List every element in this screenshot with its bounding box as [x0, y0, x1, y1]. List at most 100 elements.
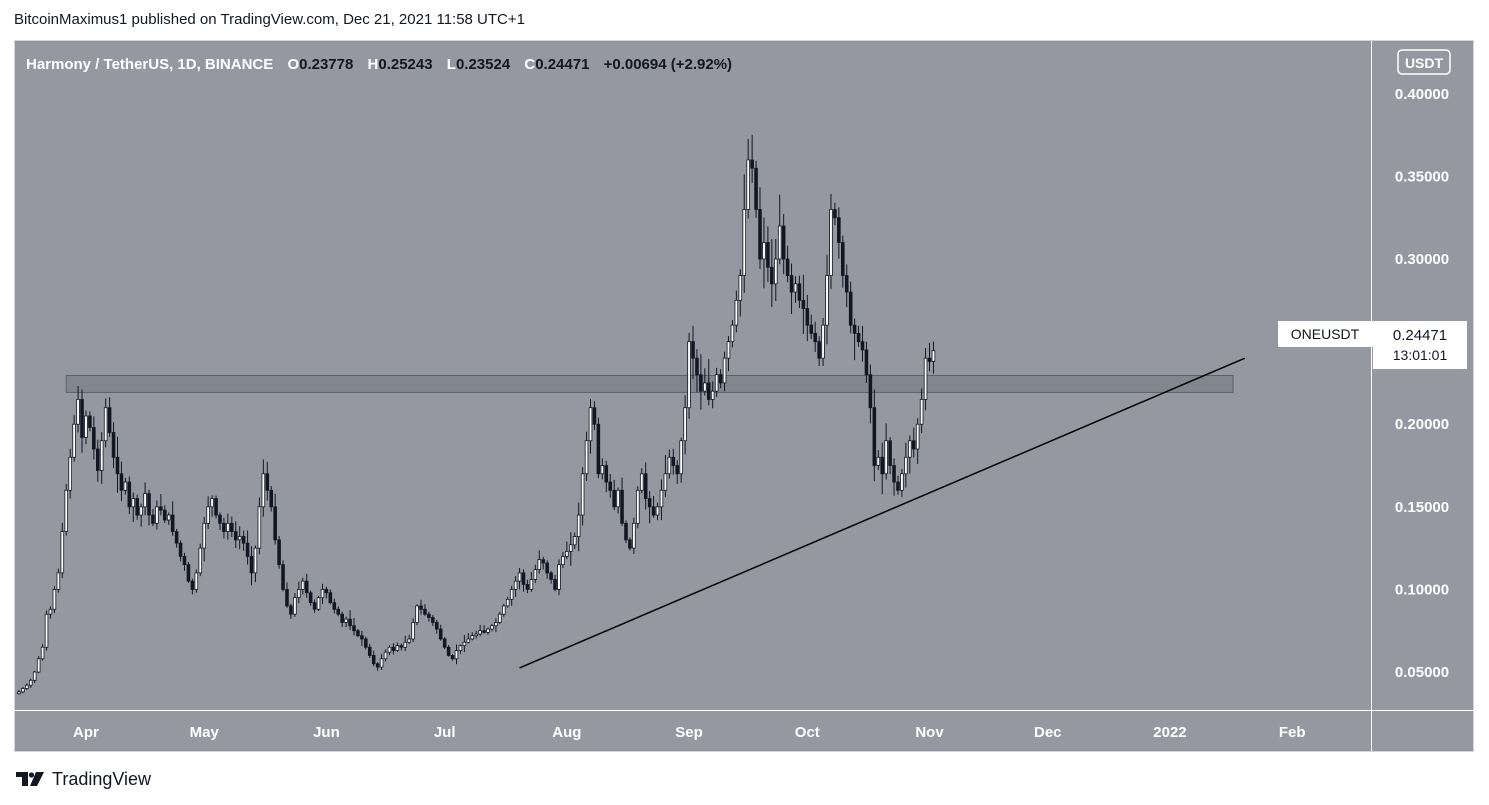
candle: [608, 474, 613, 498]
candle: [174, 528, 179, 548]
candle-body-up: [139, 506, 143, 516]
candle: [206, 496, 210, 530]
candle-body-down: [438, 628, 443, 640]
x-tick-label: Oct: [795, 724, 820, 741]
candle: [336, 606, 341, 617]
candle-body-up: [537, 559, 542, 570]
candle: [695, 349, 699, 393]
candle: [805, 294, 810, 342]
candle-body-down: [809, 324, 814, 334]
candle-body-down: [249, 555, 254, 574]
candle: [758, 187, 762, 269]
candle-body-up: [655, 506, 660, 516]
candle: [667, 449, 672, 479]
candle-body-up: [919, 399, 924, 425]
candle: [297, 581, 301, 604]
candle: [159, 493, 163, 516]
candle-body-down: [352, 625, 356, 632]
candle-body-up: [257, 506, 262, 549]
candle-body-down: [758, 209, 762, 260]
candle-body-down: [265, 473, 270, 491]
candle-body-down: [785, 258, 790, 276]
chart-canvas[interactable]: 0.050000.100000.150000.200000.250000.300…: [14, 40, 1474, 752]
candle: [498, 611, 502, 624]
candle-body-down: [360, 635, 364, 640]
candle-body-up: [470, 635, 475, 640]
candle: [249, 546, 254, 586]
candle: [892, 458, 896, 496]
candle: [143, 482, 147, 516]
candle-body-down: [643, 473, 648, 499]
candle: [257, 497, 262, 555]
candle: [679, 437, 683, 483]
candle-body-down: [817, 341, 821, 359]
candle: [734, 290, 739, 333]
candle: [750, 134, 754, 183]
candle: [226, 513, 230, 540]
candle: [423, 604, 427, 616]
candle: [691, 325, 695, 380]
publisher-line: BitcoinMaximus1 published on TradingView…: [14, 11, 525, 28]
candle: [103, 398, 108, 448]
candle: [837, 207, 841, 259]
candle: [817, 336, 821, 366]
candle: [230, 516, 234, 538]
candle: [888, 437, 892, 475]
candle: [632, 517, 636, 554]
candle: [848, 281, 853, 334]
candle-body-up: [56, 572, 61, 590]
candle: [273, 493, 277, 545]
candle: [210, 495, 214, 517]
candle: [60, 522, 65, 579]
candle-body-up: [210, 498, 214, 508]
candle-body-down: [431, 617, 435, 623]
candle-body-down: [419, 605, 423, 610]
currency-badge[interactable]: [1397, 49, 1451, 75]
candle: [151, 508, 155, 527]
candle: [726, 336, 731, 372]
candle-body-up: [155, 506, 159, 524]
candle: [352, 618, 356, 636]
ascending-support-trendline[interactable]: [519, 357, 1246, 669]
candle-body-down: [651, 506, 656, 516]
candle: [659, 479, 664, 521]
time-scale[interactable]: [15, 711, 1371, 751]
candle-body-up: [76, 399, 80, 425]
candle: [36, 656, 41, 674]
candle-body-down: [446, 646, 451, 656]
candle-body-up: [738, 275, 743, 301]
candle-body-down: [170, 514, 175, 533]
candle: [88, 411, 92, 432]
candle-body-down: [273, 506, 277, 541]
candle: [821, 318, 825, 366]
candle-body-up: [529, 579, 534, 590]
candle-body-down: [135, 498, 139, 516]
price-scale[interactable]: [1372, 41, 1473, 710]
candle-body-down: [718, 374, 723, 384]
resistance-zone[interactable]: [65, 375, 1234, 393]
candle: [131, 492, 136, 523]
candle-body-up: [517, 572, 522, 582]
candle: [25, 683, 29, 690]
candle-body-up: [900, 473, 904, 491]
candle: [844, 264, 849, 308]
candle: [387, 645, 392, 656]
x-tick-label: Dec: [1034, 724, 1062, 741]
candle: [557, 559, 561, 596]
candle: [580, 467, 585, 526]
candle-body-up: [667, 456, 672, 475]
candle: [119, 461, 124, 502]
legend-close-value: 0.24471: [535, 56, 589, 73]
candle-body-up: [825, 275, 829, 326]
candle-body-down: [111, 432, 116, 458]
candle-body-down: [880, 456, 884, 475]
candle-body-down: [285, 589, 289, 607]
candle: [147, 489, 151, 526]
candle: [474, 630, 478, 639]
candle: [427, 611, 431, 622]
candle: [509, 585, 514, 606]
candle: [718, 369, 723, 389]
candle-body-up: [533, 569, 538, 580]
candle: [72, 415, 76, 462]
candle: [785, 245, 790, 283]
